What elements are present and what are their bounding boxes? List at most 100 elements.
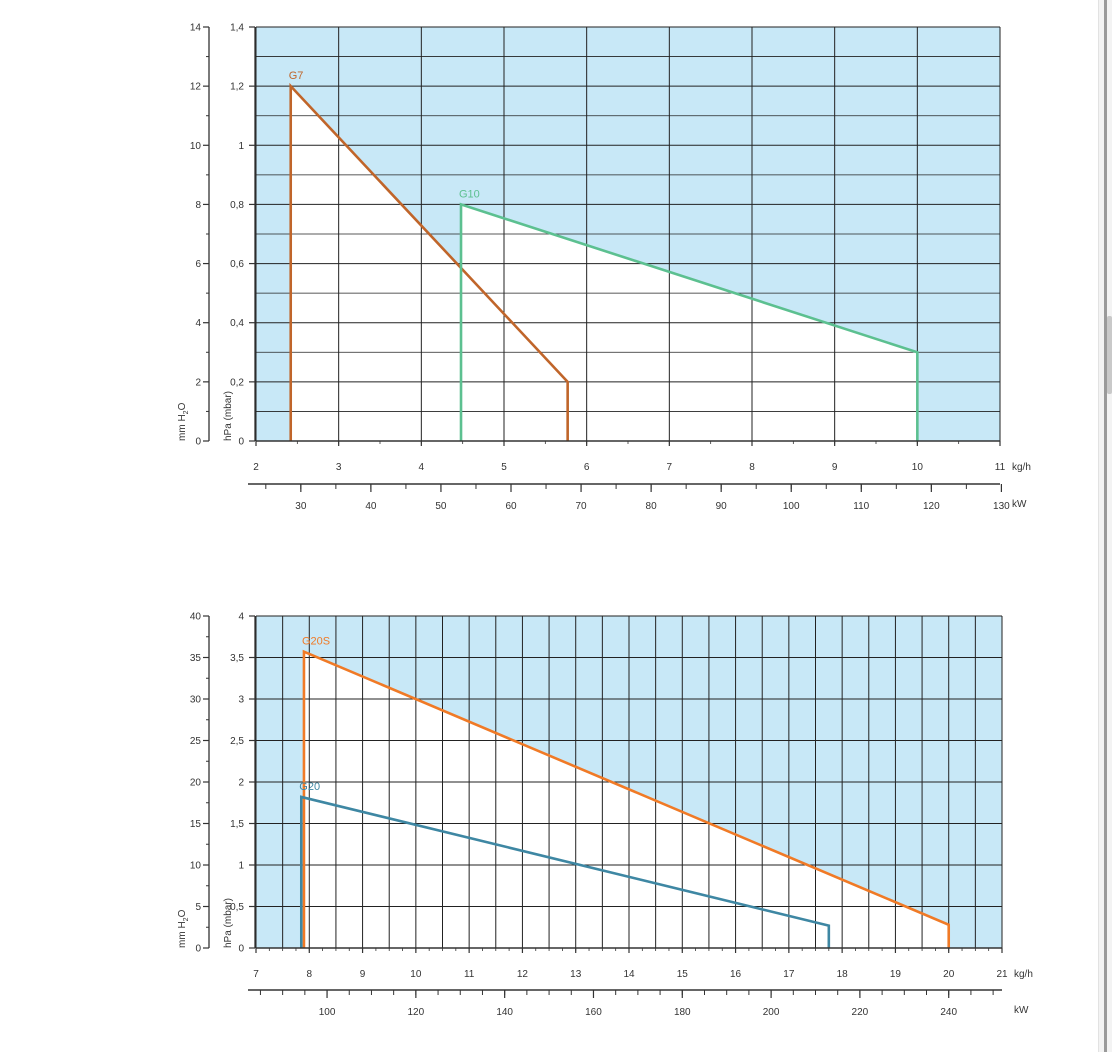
hpa-tick-label: 0,5 [230, 902, 244, 913]
left-tick-label: 10 [190, 141, 202, 152]
kgh-tick-label: 10 [410, 969, 422, 980]
hpa-tick-label: 0 [238, 944, 244, 955]
hpa-tick-label: 1,2 [230, 82, 244, 93]
kgh-tick-label: 8 [307, 969, 313, 980]
hpa-tick-label: 1,4 [230, 23, 244, 34]
series-line-g10 [459, 202, 919, 441]
hpa-tick-label: 0,2 [230, 377, 244, 388]
kgh-tick-label: 21 [996, 969, 1008, 980]
kgh-tick-label: 7 [667, 462, 673, 473]
hpa-tick-label: 2,5 [230, 736, 244, 747]
kw-tick-label: 130 [993, 501, 1010, 512]
series-line-g20 [299, 795, 831, 948]
kw-tick-label: 240 [940, 1007, 957, 1018]
hpa-tick-label: 2 [238, 778, 244, 789]
kw-tick-label: 60 [505, 501, 517, 512]
left-tick-label: 0 [195, 437, 201, 448]
left-tick-label: 35 [190, 653, 202, 664]
left-tick-label: 4 [195, 318, 201, 329]
left-tick-label: 10 [190, 861, 202, 872]
left-tick-label: 25 [190, 736, 202, 747]
kgh-tick-label: 9 [832, 462, 838, 473]
kw-unit-label: kW [1012, 499, 1027, 510]
hpa-axis-label: hPa (mbar) [223, 898, 234, 948]
kw-tick-label: 100 [783, 501, 800, 512]
kgh-tick-label: 17 [783, 969, 795, 980]
series-label-g10: G10 [459, 188, 480, 200]
kw-tick-label: 70 [575, 501, 587, 512]
operating-area-g20 [301, 796, 829, 948]
left-tick-label: 14 [190, 23, 202, 34]
left-tick-label: 40 [190, 612, 202, 623]
kgh-unit-label: kg/h [1012, 462, 1031, 473]
kgh-tick-label: 18 [837, 969, 849, 980]
series-line-g20s [302, 649, 951, 948]
kgh-tick-label: 9 [360, 969, 366, 980]
kgh-tick-label: 5 [501, 462, 507, 473]
kgh-tick-label: 8 [749, 462, 755, 473]
kw-tick-label: 30 [295, 501, 307, 512]
kw-tick-label: 160 [585, 1007, 602, 1018]
hpa-tick-label: 4 [238, 612, 244, 623]
scrollbar-thumb[interactable] [1107, 316, 1112, 394]
left-tick-label: 12 [190, 82, 202, 93]
left-tick-label: 8 [195, 200, 201, 211]
left-tick-label: 0 [195, 944, 201, 955]
left-tick-label: 20 [190, 778, 202, 789]
hpa-tick-label: 3,5 [230, 653, 244, 664]
kgh-unit-label: kg/h [1014, 969, 1033, 980]
hpa-tick-label: 0,4 [230, 318, 244, 329]
kgh-tick-label: 14 [623, 969, 635, 980]
kgh-tick-label: 19 [890, 969, 902, 980]
kgh-tick-label: 11 [464, 969, 475, 980]
hpa-tick-label: 0,6 [230, 259, 244, 270]
kgh-tick-label: 13 [570, 969, 582, 980]
kgh-tick-label: 6 [584, 462, 590, 473]
kw-unit-label: kW [1014, 1005, 1029, 1016]
kgh-tick-label: 10 [912, 462, 924, 473]
hpa-tick-label: 0,8 [230, 200, 244, 211]
hpa-tick-label: 0 [238, 437, 244, 448]
kgh-tick-label: 7 [253, 969, 259, 980]
kgh-tick-label: 12 [517, 969, 529, 980]
kw-tick-label: 120 [923, 501, 940, 512]
kgh-tick-label: 16 [730, 969, 742, 980]
kw-tick-label: 140 [496, 1007, 513, 1018]
kgh-tick-label: 2 [253, 462, 259, 473]
left-axis-label: mm H2O [177, 909, 190, 948]
series-line-g7 [289, 82, 569, 441]
kgh-tick-label: 4 [419, 462, 425, 473]
kw-tick-label: 80 [646, 501, 658, 512]
hpa-tick-label: 3 [238, 695, 244, 706]
scrollbar-track [1104, 0, 1107, 1052]
kgh-tick-label: 11 [995, 462, 1006, 473]
kw-tick-label: 220 [852, 1007, 869, 1018]
left-axis-label: mm H2O [177, 402, 190, 441]
left-tick-label: 6 [195, 259, 201, 270]
kgh-tick-label: 15 [677, 969, 689, 980]
hpa-tick-label: 1 [238, 141, 244, 152]
kw-tick-label: 200 [763, 1007, 780, 1018]
kw-tick-label: 180 [674, 1007, 691, 1018]
left-tick-label: 15 [190, 819, 202, 830]
kw-tick-label: 90 [716, 501, 728, 512]
hpa-axis-label: hPa (mbar) [223, 391, 234, 441]
chart-1: G7 G10 0 2 4 6 8 10 12 14 mm H2O 0 0,2 0,4 0,6 0,8 1 1,2 1… [177, 23, 1031, 513]
kw-tick-label: 100 [319, 1007, 336, 1018]
kw-tick-label: 120 [408, 1007, 425, 1018]
left-tick-label: 5 [195, 902, 201, 913]
kw-tick-label: 50 [435, 501, 447, 512]
chart-2: G20S G20 0 5 10 15 20 25 30 35 40 mm H2O 0 0,5 1 1,5 2 2,… [177, 612, 1033, 1019]
series-label-g20: G20 [299, 781, 320, 793]
hpa-tick-label: 1 [238, 861, 244, 872]
series-label-g20s: G20S [302, 636, 330, 648]
kw-tick-label: 110 [853, 501, 869, 512]
kgh-tick-label: 3 [336, 462, 342, 473]
kw-tick-label: 40 [365, 501, 377, 512]
series-label-g7: G7 [289, 70, 304, 82]
vertical-scrollbar[interactable] [1098, 0, 1112, 1052]
hpa-tick-label: 1,5 [230, 819, 244, 830]
left-tick-label: 2 [195, 377, 201, 388]
left-tick-label: 30 [190, 695, 202, 706]
